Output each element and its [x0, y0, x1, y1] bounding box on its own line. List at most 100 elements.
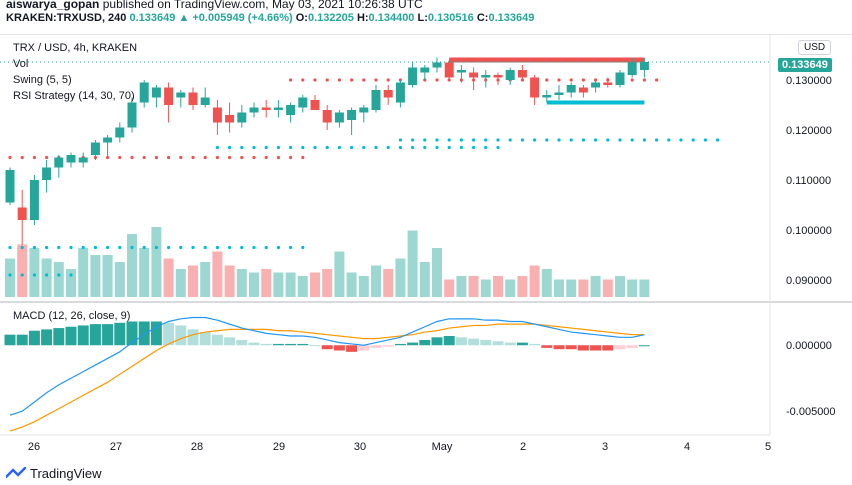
macd-histogram-bar [114, 322, 126, 346]
swing-high-dot [301, 155, 305, 160]
swing-low-dot [447, 145, 451, 150]
swing-low-dot [45, 273, 49, 277]
swing-high-dot [545, 78, 549, 82]
currency-button[interactable]: USD [798, 40, 832, 55]
published-text: published on TradingView.com, May 03, 20… [102, 0, 423, 11]
swing-low-dot [411, 145, 415, 150]
candle-body [273, 107, 283, 110]
macd-histogram-bar [309, 345, 321, 347]
candle-body [444, 62, 454, 78]
swing-high-dot [289, 155, 293, 160]
macd-histogram-bar [516, 342, 528, 346]
swing-high-dot [203, 155, 207, 160]
macd-histogram-bar [126, 321, 138, 346]
volume-bar [273, 272, 284, 297]
volume-bar [151, 227, 162, 297]
macd-histogram-bar [187, 329, 199, 346]
volume-bar [627, 279, 638, 297]
volume-bar [29, 248, 40, 297]
swing-low-dot [130, 245, 134, 250]
chart-canvas[interactable]: 0.130000 0.120000 0.110000 0.100000 0.090000… [0, 35, 852, 465]
price-tick-label: 0.130000 [786, 75, 832, 87]
candle-body [639, 62, 649, 70]
swing-low-dot [45, 245, 49, 250]
volume-bar [578, 279, 589, 297]
macd-histogram-bar [577, 345, 589, 351]
swing-high-dot [240, 155, 244, 160]
swing-low-dot [215, 245, 219, 250]
swing-low-dot [435, 138, 439, 142]
macd-histogram-bar [382, 345, 394, 347]
candle-body [359, 107, 369, 113]
volume-bar [310, 272, 320, 297]
swing-low-dot [716, 138, 720, 142]
swing-low-dot [557, 138, 561, 142]
swing-high-dot [581, 78, 586, 82]
time-tick-label: 28 [191, 441, 203, 453]
candle-body [505, 70, 515, 80]
macd-histogram-bar [504, 342, 516, 346]
chart-area[interactable]: 0.130000 0.120000 0.110000 0.100000 0.090000… [0, 34, 852, 465]
time-tick-label: 26 [28, 441, 40, 453]
macd-histogram-bar [53, 328, 65, 346]
candle-body [5, 170, 15, 203]
candle-body [115, 127, 125, 138]
macd-histogram-bar [4, 334, 16, 346]
candle-body [578, 87, 588, 93]
macd-histogram-bar [443, 336, 455, 346]
swing-low-dot [8, 245, 12, 250]
candle-body [420, 67, 430, 73]
macd-histogram-bar [333, 345, 345, 351]
macd-histogram-bar [150, 321, 162, 346]
volume-bar [432, 248, 442, 297]
swing-low-dot [533, 138, 537, 142]
volume-bar [383, 269, 394, 297]
macd-histogram-bar [272, 343, 284, 346]
candle-body [176, 92, 186, 98]
volume-bar [188, 265, 198, 297]
volume-bar [53, 262, 64, 297]
swing-high-dot [32, 155, 37, 160]
swing-low-dot [386, 145, 390, 150]
swing-low-dot [642, 138, 647, 142]
candle-body [286, 105, 296, 115]
author-name[interactable]: aiswarya_gopan [6, 0, 100, 11]
volume-bar [163, 258, 174, 297]
swing-low-dot [350, 145, 354, 150]
tradingview-logo-icon[interactable] [6, 466, 26, 481]
swing-low-dot [569, 138, 573, 142]
candle-body [298, 97, 308, 108]
swing-high-dot [191, 155, 195, 160]
swing-low-dot [545, 138, 549, 142]
macd-histogram-bar [614, 345, 626, 350]
swing-low-dot [252, 145, 256, 150]
volume-bar [334, 251, 345, 297]
footer-brand[interactable]: TradingView [30, 466, 102, 481]
low-label: L: [417, 12, 428, 24]
candle-body [127, 102, 137, 128]
swing-low-dot [411, 138, 415, 142]
swing-low-dot [289, 145, 293, 150]
macd-histogram-bar [602, 345, 614, 351]
swing-high-dot [642, 78, 647, 82]
candle-body [249, 107, 259, 113]
swing-high-dot [264, 155, 268, 160]
vol-legend: Vol [13, 58, 29, 70]
swing-low-dot [179, 245, 183, 250]
swing-low-dot [423, 145, 427, 150]
swing-low-dot [520, 138, 525, 142]
volume-bar [529, 265, 540, 297]
swing-low-dot [203, 245, 207, 250]
publish-header: aiswarya_gopan published on TradingView.… [0, 0, 852, 34]
volume-bar [346, 272, 357, 297]
macd-histogram-bar [211, 334, 223, 346]
candle-body [164, 87, 174, 105]
time-tick-label: 30 [354, 441, 366, 453]
swing-low-dot [325, 145, 329, 150]
candle-body [200, 97, 210, 105]
swing-high-dot [569, 78, 573, 82]
time-tick-label: 4 [684, 441, 690, 453]
volume-bar [590, 276, 601, 297]
swing-low-dot [142, 245, 146, 250]
volume-bar [175, 269, 186, 297]
